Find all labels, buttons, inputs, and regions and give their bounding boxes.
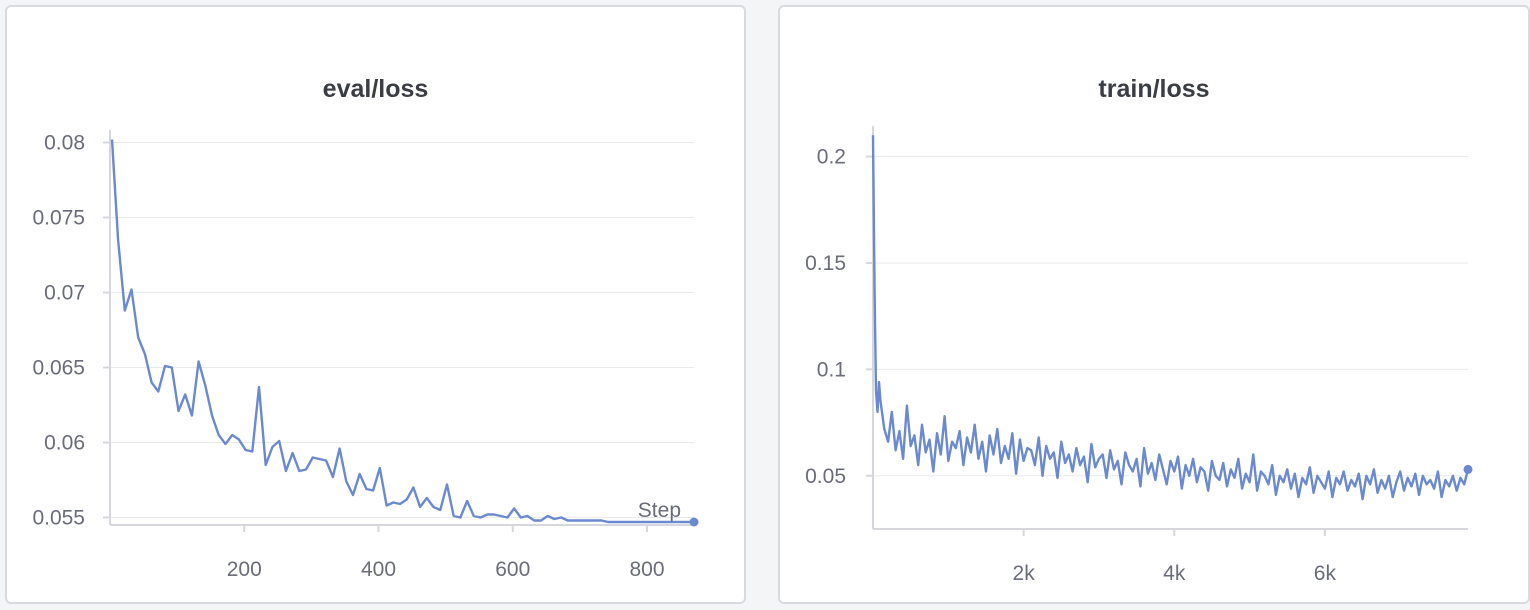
x-tick-label: 600	[495, 558, 530, 581]
y-tick-label: 0.06	[44, 432, 85, 455]
x-tick-label: 2k	[1013, 562, 1036, 585]
last-point-marker	[689, 517, 699, 527]
x-tick-label: 6k	[1314, 562, 1337, 585]
x-tick-label: 800	[629, 558, 664, 581]
y-tick-label: 0.07	[44, 282, 85, 305]
y-tick-label: 0.15	[805, 252, 846, 275]
panel-title: eval/loss	[322, 75, 429, 103]
y-tick-label: 0.05	[805, 465, 846, 488]
last-point-marker	[1463, 464, 1473, 474]
x-tick-label: 200	[227, 558, 262, 581]
x-tick-label: 4k	[1163, 562, 1186, 585]
x-tick-label: 400	[361, 558, 396, 581]
y-tick-label: 0.075	[32, 207, 85, 230]
eval-loss-chart[interactable]: 0.055 0.06 0.065 0.07 0.075 0.08 200 400 600 800 S…	[7, 7, 744, 602]
loss-line	[871, 135, 1470, 501]
y-tick-label: 0.1	[817, 358, 846, 381]
eval-loss-panel: eval/loss 0.055 0.06 0.065 0.07 0.075 0.08 200…	[5, 5, 746, 604]
x-axis-label: Step	[638, 499, 681, 522]
y-tick-label: 0.065	[32, 357, 85, 380]
train-loss-panel: train/loss 0.05 0.1 0.15 0.2 2k 4k 6k	[778, 5, 1530, 604]
y-tick-label: 0.08	[44, 132, 85, 155]
y-tick-label: 0.055	[32, 507, 85, 530]
y-tick-label: 0.2	[817, 146, 846, 169]
train-loss-chart[interactable]: 0.05 0.1 0.15 0.2 2k 4k 6k	[780, 7, 1528, 602]
loss-line	[110, 139, 694, 524]
panel-title: train/loss	[1098, 75, 1210, 103]
